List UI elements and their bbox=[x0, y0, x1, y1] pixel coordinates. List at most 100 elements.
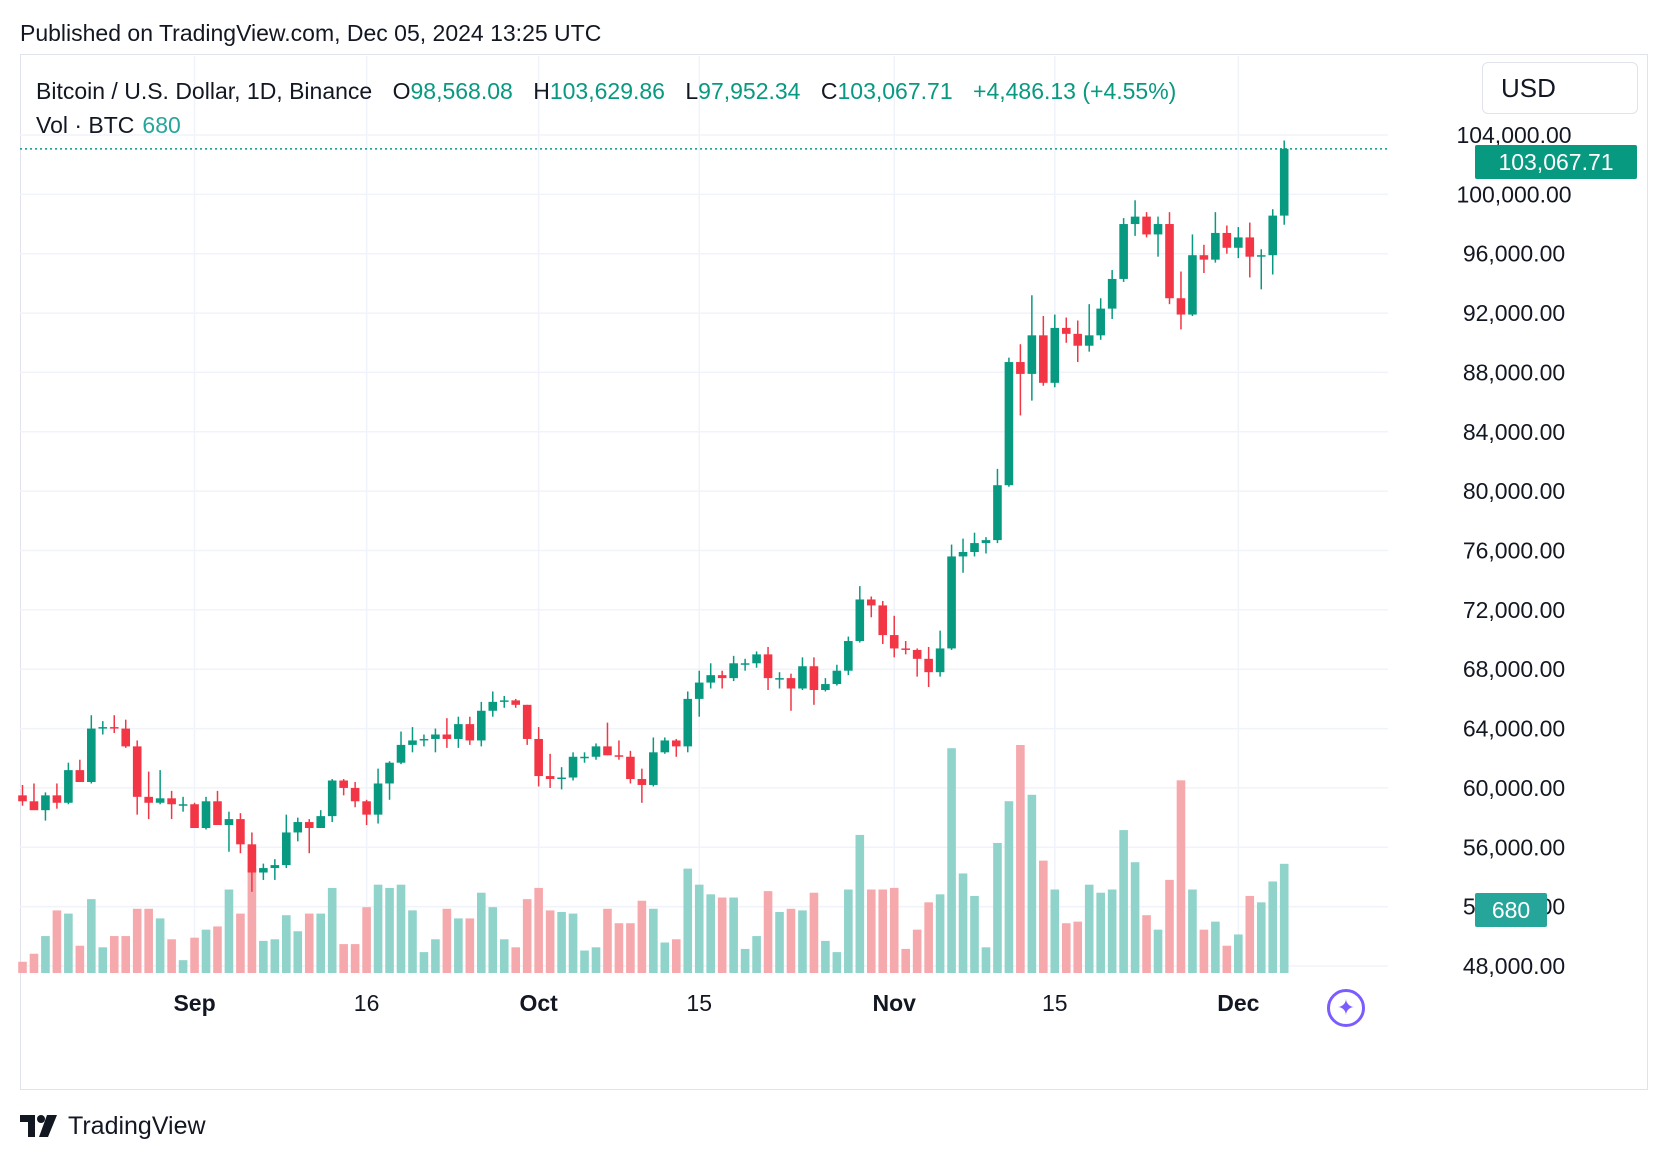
candle-body bbox=[155, 798, 165, 803]
tradingview-logo[interactable]: TradingView bbox=[20, 1110, 206, 1142]
last-volume-value: 680 bbox=[1492, 897, 1530, 923]
close-label: C bbox=[820, 78, 838, 104]
volume-bar bbox=[1073, 921, 1083, 973]
volume-bar bbox=[993, 842, 1002, 973]
candle-body bbox=[75, 770, 85, 782]
volume-bar bbox=[75, 945, 85, 973]
volume-bar bbox=[41, 936, 50, 973]
volume-bar bbox=[855, 834, 865, 973]
volume-bar bbox=[1107, 889, 1117, 973]
candle-body bbox=[706, 675, 715, 683]
candle-body bbox=[924, 658, 933, 673]
high-label: H bbox=[533, 78, 550, 104]
last-volume-tag: 680 bbox=[1475, 893, 1547, 927]
candle-body bbox=[362, 801, 371, 815]
chart-legend: Bitcoin / U.S. Dollar, 1D, Binance O98,5… bbox=[36, 74, 1176, 108]
close-value: 103,067.71 bbox=[837, 78, 953, 104]
volume-bar bbox=[477, 892, 486, 973]
candle-body bbox=[488, 701, 498, 711]
volume-bar bbox=[64, 913, 73, 973]
candle-body bbox=[282, 832, 291, 866]
volume-bar bbox=[580, 950, 589, 973]
symbol-title[interactable]: Bitcoin / U.S. Dollar, 1D, Binance bbox=[36, 78, 373, 104]
currency-button[interactable]: USD bbox=[1482, 62, 1638, 114]
candle-body bbox=[752, 654, 761, 664]
candle-body bbox=[568, 756, 578, 778]
price-tick-label: 48,000.00 bbox=[1463, 953, 1565, 979]
volume-bars bbox=[18, 745, 1289, 973]
candle-body bbox=[671, 740, 681, 747]
candle-body bbox=[144, 796, 153, 803]
sparkle-icon[interactable]: ✦ bbox=[1327, 989, 1365, 1027]
candle-body bbox=[304, 822, 314, 828]
change-value: +4,486.13 (+4.55%) bbox=[973, 78, 1177, 104]
last-volume-tag-bg bbox=[1475, 893, 1547, 927]
volume-bar bbox=[1039, 860, 1048, 973]
volume-bar bbox=[499, 939, 509, 973]
volume-bar bbox=[775, 911, 784, 973]
volume-bar bbox=[889, 887, 899, 973]
volume-label: Vol · BTC bbox=[36, 112, 135, 138]
candle-body bbox=[1199, 255, 1209, 260]
volume-bar bbox=[1199, 929, 1209, 973]
volume-bar bbox=[1211, 921, 1220, 973]
volume-bar bbox=[144, 908, 153, 973]
candle-body bbox=[683, 698, 693, 747]
volume-bar bbox=[1222, 945, 1232, 973]
candle-body bbox=[98, 727, 108, 729]
volume-bar bbox=[1016, 745, 1025, 973]
candle-body bbox=[855, 599, 865, 642]
candle-body bbox=[121, 728, 131, 747]
candle-body bbox=[52, 795, 62, 803]
tradingview-brand: TradingView bbox=[68, 1111, 206, 1140]
volume-bar bbox=[442, 908, 452, 973]
volume-bar bbox=[545, 910, 555, 973]
candle-body bbox=[1176, 298, 1186, 315]
candle-body bbox=[1107, 278, 1117, 309]
time-tick-label: 15 bbox=[1042, 990, 1068, 1016]
candle-body bbox=[1084, 335, 1094, 346]
volume-bar bbox=[809, 892, 819, 973]
volume-bar bbox=[304, 913, 314, 973]
time-tick-label: 16 bbox=[354, 990, 380, 1016]
volume-bar bbox=[431, 939, 440, 973]
candle-body bbox=[293, 822, 303, 833]
volume-bar bbox=[29, 953, 39, 973]
volume-bar bbox=[1279, 863, 1289, 973]
candle-body bbox=[1279, 148, 1289, 216]
candle-body bbox=[775, 678, 784, 680]
candle-body bbox=[947, 556, 956, 649]
volume-bar bbox=[1176, 780, 1186, 973]
candle-body bbox=[912, 649, 922, 659]
candle-body bbox=[1050, 327, 1060, 383]
candle-body bbox=[832, 670, 842, 685]
candle-body bbox=[477, 710, 486, 741]
candle-body bbox=[270, 865, 280, 869]
candle-body bbox=[1004, 362, 1014, 486]
volume-bar bbox=[924, 902, 933, 973]
candle-body bbox=[224, 819, 234, 826]
volume-bar bbox=[568, 913, 578, 973]
volume-bar bbox=[1061, 923, 1071, 973]
candle-body bbox=[29, 801, 39, 811]
candle-body bbox=[935, 648, 945, 673]
candle-body bbox=[821, 684, 830, 690]
candle-body bbox=[740, 663, 750, 665]
candle-body bbox=[1256, 255, 1266, 257]
volume-bar bbox=[362, 907, 371, 973]
volume-bar bbox=[270, 939, 280, 973]
candle-body bbox=[763, 654, 773, 679]
candle-body bbox=[247, 844, 257, 873]
candle-body bbox=[499, 700, 509, 702]
candle-body bbox=[1142, 216, 1151, 235]
volume-bar bbox=[52, 910, 62, 973]
volume-bar bbox=[649, 908, 658, 973]
candle-body bbox=[557, 777, 566, 780]
volume-bar bbox=[1256, 902, 1266, 973]
price-tick-label: 72,000.00 bbox=[1463, 597, 1565, 623]
volume-bar bbox=[878, 889, 888, 973]
candle-body bbox=[522, 704, 532, 739]
candle-body bbox=[511, 700, 521, 705]
volume-bar bbox=[832, 952, 842, 973]
